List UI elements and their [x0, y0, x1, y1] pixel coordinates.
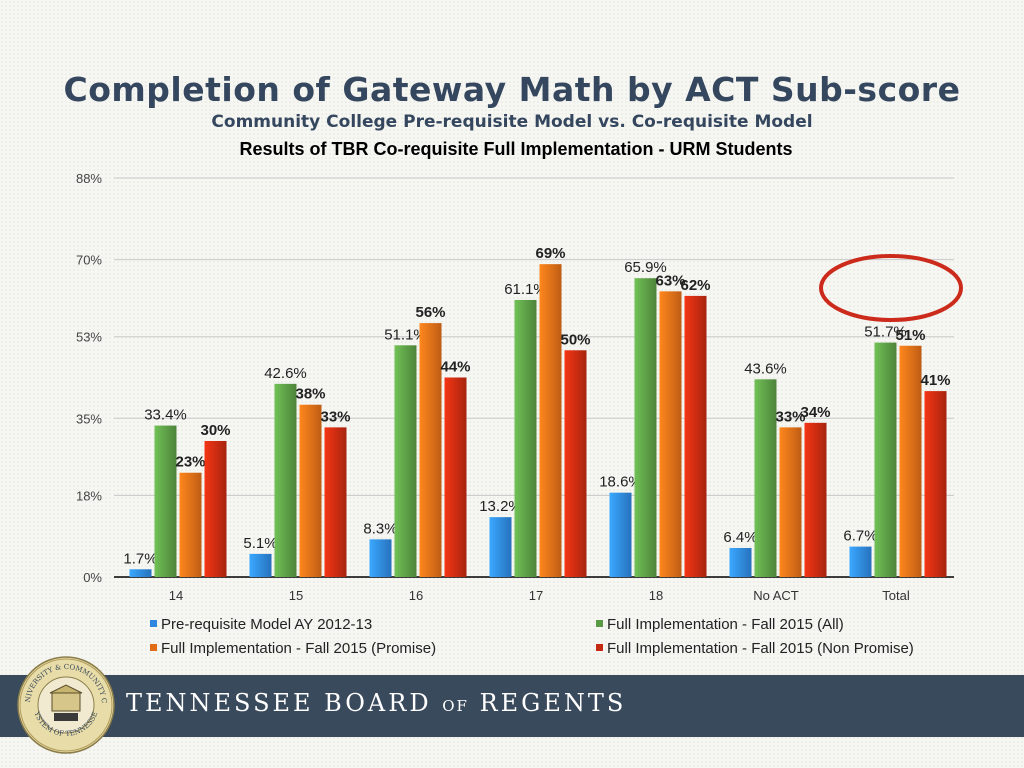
data-label: 65.9%	[624, 259, 667, 276]
data-label: 8.3%	[363, 520, 397, 537]
x-tick-label: 18	[649, 588, 663, 603]
legend-label: Full Implementation - Fall 2015 (Promise…	[161, 640, 436, 657]
bar	[489, 517, 512, 577]
bar	[684, 295, 707, 577]
bar	[299, 404, 322, 577]
data-label: 6.4%	[723, 529, 757, 546]
y-tick-label: 70%	[76, 253, 102, 268]
bar	[394, 345, 417, 577]
data-label: 33%	[775, 408, 805, 425]
bar	[754, 379, 777, 577]
y-tick-label: 53%	[76, 330, 102, 345]
data-label: 43.6%	[744, 360, 787, 377]
data-label: 41%	[920, 372, 950, 389]
legend-swatch	[596, 644, 603, 651]
data-label: 50%	[560, 331, 590, 348]
data-label: 34%	[800, 404, 830, 421]
bar	[419, 323, 442, 577]
data-label: 61.1%	[504, 281, 547, 298]
organization-name-part1: TENNESSEE BOARD	[126, 689, 432, 717]
bar-chart: 0% 18% 35% 53% 70% 88% 1.7% 33.4% 23% 30% 14 5.1% 42…	[76, 171, 963, 657]
bar	[274, 383, 297, 577]
data-label: 51.7%	[864, 324, 907, 341]
bar	[729, 547, 752, 577]
bar	[634, 278, 657, 577]
data-label: 13.2%	[479, 498, 522, 515]
page-title: Completion of Gateway Math by ACT Sub-sc…	[63, 70, 961, 109]
chart-title: Results of TBR Co-requisite Full Impleme…	[239, 139, 793, 159]
data-label: 18.6%	[599, 474, 642, 491]
data-label: 44%	[440, 359, 470, 376]
bar	[514, 299, 537, 577]
bar	[804, 422, 827, 577]
bar	[874, 342, 897, 577]
bar	[609, 492, 632, 577]
bar	[924, 391, 947, 577]
bar	[899, 345, 922, 577]
data-label: 62%	[680, 277, 710, 294]
data-label: 51%	[895, 327, 925, 344]
bar	[659, 291, 682, 577]
data-label: 51.1%	[384, 326, 427, 343]
y-tick-label: 0%	[83, 570, 102, 585]
bar	[564, 350, 587, 577]
x-tick-label: 14	[169, 588, 183, 603]
footer-band: TENNESSEE BOARD OF REGENTS	[0, 675, 1024, 737]
data-label: 6.7%	[843, 528, 877, 545]
annotation-ellipse	[819, 254, 963, 322]
legend-swatch	[150, 644, 157, 651]
legend-label: Full Implementation - Fall 2015 (All)	[607, 616, 844, 633]
bar	[129, 569, 152, 577]
bar	[324, 427, 347, 577]
seal-logo: STATE UNIVERSITY & COMMUNITY COLLEGE SYS…	[16, 655, 115, 754]
data-label: 23%	[175, 454, 205, 471]
legend-swatch	[150, 620, 157, 627]
data-label: 33.4%	[144, 407, 187, 424]
bar	[154, 425, 177, 577]
bar	[249, 553, 272, 577]
data-label: 38%	[295, 386, 325, 403]
bar	[204, 440, 227, 577]
bar	[779, 427, 802, 577]
bar	[179, 472, 202, 577]
organization-name-part2: REGENTS	[479, 689, 627, 717]
x-tick-label: Total	[882, 588, 910, 603]
data-label: 5.1%	[243, 535, 277, 552]
x-tick-label: 17	[529, 588, 543, 603]
x-tick-label: 16	[409, 588, 423, 603]
data-label: 30%	[200, 422, 230, 439]
x-tick-label: 15	[289, 588, 303, 603]
bar	[444, 377, 467, 577]
y-tick-label: 35%	[76, 411, 102, 426]
data-label: 33%	[320, 408, 350, 425]
y-tick-label: 18%	[76, 488, 102, 503]
bar	[849, 546, 872, 577]
organization-name: TENNESSEE BOARD OF REGENTS	[126, 689, 626, 717]
data-label: 42.6%	[264, 365, 307, 382]
legend-label: Pre-requisite Model AY 2012-13	[161, 616, 372, 633]
page-subtitle: Community College Pre-requisite Model vs…	[211, 112, 813, 132]
data-label: 1.7%	[123, 550, 157, 567]
bar	[539, 264, 562, 577]
data-label: 69%	[535, 245, 565, 262]
legend-label: Full Implementation - Fall 2015 (Non Pro…	[607, 640, 914, 657]
legend-swatch	[596, 620, 603, 627]
organization-name-of: OF	[442, 697, 469, 715]
data-label: 63%	[655, 272, 685, 289]
x-tick-label: No ACT	[753, 588, 799, 603]
bar	[369, 539, 392, 577]
data-label: 56%	[415, 304, 445, 321]
y-tick-label: 88%	[76, 171, 102, 186]
